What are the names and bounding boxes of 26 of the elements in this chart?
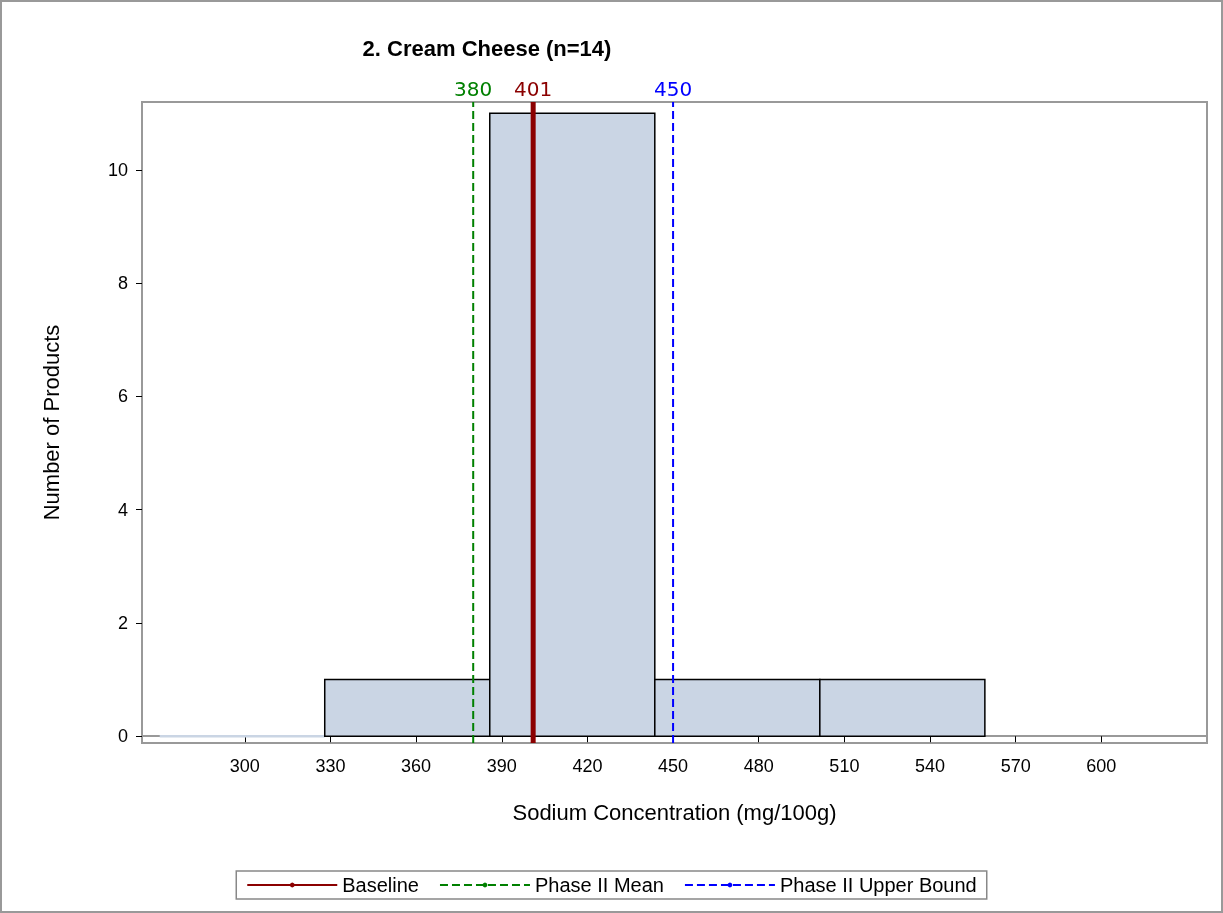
y-tick-label: 10: [107, 159, 128, 180]
x-tick-label: 300: [229, 756, 260, 776]
y-tick-label: 4: [117, 499, 128, 520]
legend-label: Phase II Mean: [534, 874, 664, 896]
y-tick-label: 0: [117, 726, 128, 747]
chart-title: 2. Cream Cheese (n=14): [362, 35, 612, 61]
x-tick-label: 480: [743, 756, 774, 776]
x-tick-label: 540: [915, 756, 946, 776]
x-tick-label: 570: [1000, 756, 1031, 776]
x-tick-label: 510: [829, 756, 860, 776]
y-tick-label: 2: [117, 612, 128, 633]
x-tick-label: 390: [486, 756, 517, 776]
legend-label: Phase II Upper Bound: [779, 874, 977, 896]
x-tick-label: 600: [1086, 756, 1117, 776]
y-tick-label: 8: [117, 273, 128, 294]
y-tick-label: 6: [117, 386, 128, 407]
x-axis-title: Sodium Concentration (mg/100g): [512, 799, 837, 825]
annotation: 401: [514, 77, 553, 101]
x-tick-label: 420: [572, 756, 603, 776]
x-tick-label: 330: [315, 756, 346, 776]
x-tick-label: 450: [658, 756, 689, 776]
legend-label: Baseline: [342, 874, 419, 896]
annotation: 380: [454, 77, 493, 101]
annotation: 450: [653, 77, 693, 101]
y-axis-title: Number of Products: [38, 324, 64, 521]
x-tick-label: 360: [401, 756, 432, 776]
